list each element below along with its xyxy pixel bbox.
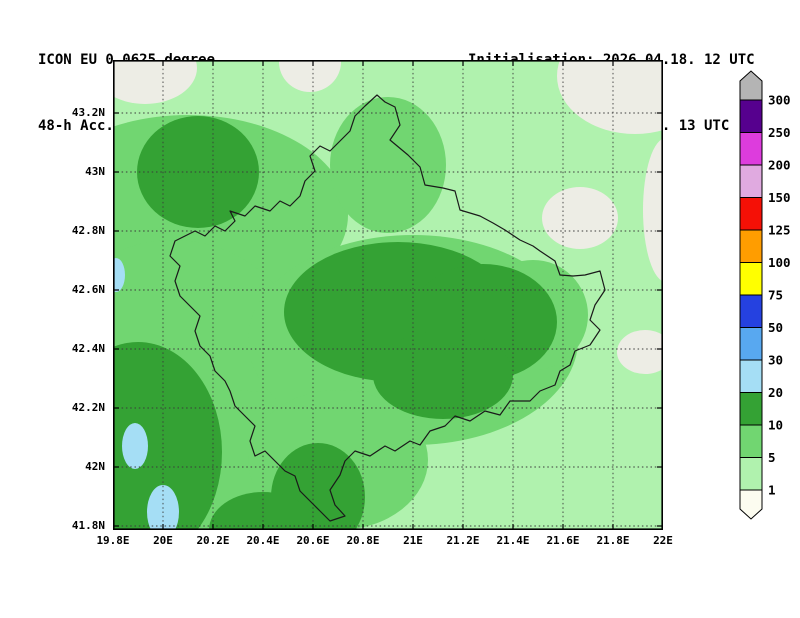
precip-patch-5-10 — [330, 97, 446, 233]
lon-tick-label: 22E — [653, 534, 673, 547]
lat-tick-label: 42.4N — [71, 342, 105, 355]
legend-band-150-200 — [739, 164, 763, 198]
lon-tick-label: 21E — [403, 534, 423, 547]
legend-band-75-100 — [739, 262, 763, 296]
legend-band-125-150 — [739, 197, 763, 231]
legend-tick-label: 10 — [768, 418, 783, 433]
legend-tick-label: 20 — [768, 385, 783, 400]
legend-tick-label: 150 — [768, 190, 791, 205]
legend-band-100-125 — [739, 229, 763, 263]
lat-tick-label: 42N — [85, 460, 105, 473]
lat-tick-label: 42.8N — [71, 224, 105, 237]
lon-tick-label: 21.6E — [546, 534, 580, 547]
legend-band-250-300 — [739, 99, 763, 133]
legend-tick-label: 125 — [768, 223, 791, 238]
precip-patch-lt1 — [542, 187, 618, 249]
lon-tick-label: 19.8E — [96, 534, 130, 547]
country-border — [169, 94, 606, 522]
legend-band-200-250 — [739, 132, 763, 166]
precipitation-map — [28, 18, 713, 570]
lat-tick-label: 43N — [85, 165, 105, 178]
lon-tick-label: 20.6E — [296, 534, 330, 547]
legend-band-20-30 — [739, 359, 763, 393]
legend-tick-label: 1 — [768, 483, 776, 498]
legend-band-50-75 — [739, 294, 763, 328]
legend-band-30-50 — [739, 327, 763, 361]
lat-tick-label: 41.8N — [71, 519, 105, 532]
map-frame — [113, 60, 664, 530]
precip-patch-20-30 — [122, 423, 148, 469]
legend-tick-label: 100 — [768, 255, 791, 270]
lon-tick-label: 20.8E — [346, 534, 380, 547]
legend-tick-label: 75 — [768, 288, 783, 303]
legend-tick-label: 30 — [768, 353, 783, 368]
legend-tick-label: 300 — [768, 93, 791, 108]
lat-tick-label: 42.2N — [71, 401, 105, 414]
map-area — [28, 18, 713, 570]
legend-arrow-up — [739, 70, 763, 101]
lon-tick-label: 20.4E — [246, 534, 280, 547]
lon-tick-label: 21.2E — [446, 534, 480, 547]
precip-patch-10-20 — [137, 116, 259, 228]
legend-tick-label: 200 — [768, 158, 791, 173]
lat-tick-label: 42.6N — [71, 283, 105, 296]
lon-tick-label: 21.4E — [496, 534, 530, 547]
precip-patch-10-20 — [373, 331, 513, 419]
lat-tick-label: 43.2N — [71, 106, 105, 119]
legend-colorbar: 300 250 200 150 125 100 75 50 30 20 10 5 1 — [739, 70, 791, 520]
lon-tick-label: 20E — [153, 534, 173, 547]
legend-tick-label: 250 — [768, 125, 791, 140]
legend-tick-label: 50 — [768, 320, 783, 335]
lon-tick-label: 21.8E — [596, 534, 630, 547]
lon-tick-label: 20.2E — [196, 534, 230, 547]
precip-patch-lt1 — [617, 330, 673, 374]
legend-band-1-5 — [739, 457, 763, 491]
legend-band-5-10 — [739, 424, 763, 458]
legend-arrow-down — [739, 489, 763, 520]
legend-tick-label: 5 — [768, 450, 776, 465]
legend-band-10-20 — [739, 392, 763, 426]
